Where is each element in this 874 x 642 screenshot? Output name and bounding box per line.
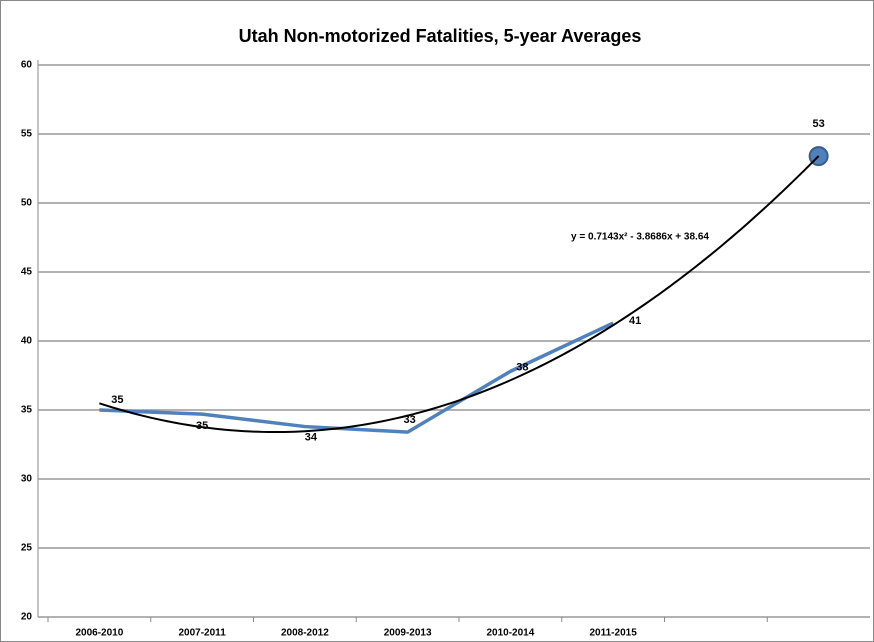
data-label: 38 [516, 361, 528, 373]
y-tick-label: 50 [21, 198, 33, 209]
data-label: 33 [404, 414, 416, 426]
chart-title: Utah Non-motorized Fatalities, 5-year Av… [239, 26, 642, 46]
x-tick-label: 2007-2011 [178, 628, 226, 639]
data-label: 53 [813, 118, 825, 130]
x-tick-label: 2008-2012 [281, 628, 329, 639]
y-tick-label: 25 [21, 543, 33, 554]
data-label: 34 [305, 431, 318, 443]
y-tick-label: 30 [21, 474, 33, 485]
y-tick-label: 45 [21, 267, 33, 278]
x-tick-label: 2009-2013 [384, 628, 432, 639]
y-tick-label: 60 [21, 60, 33, 71]
data-label: 41 [629, 315, 641, 327]
x-tick-label: 2011-2015 [589, 628, 637, 639]
y-tick-label: 40 [21, 336, 33, 347]
trendline [99, 155, 820, 434]
x-tick-label: 2010-2014 [486, 628, 534, 639]
x-tick-label: 2006-2010 [75, 628, 123, 639]
data-label: 35 [111, 394, 123, 406]
trendline-equation: y = 0.7143x² - 3.8686x + 38.64 [571, 232, 709, 243]
y-tick-label: 20 [21, 612, 33, 623]
data-label: 35 [196, 420, 208, 432]
y-tick-label: 55 [21, 129, 33, 140]
series-line [99, 321, 614, 434]
y-tick-label: 35 [21, 405, 33, 416]
